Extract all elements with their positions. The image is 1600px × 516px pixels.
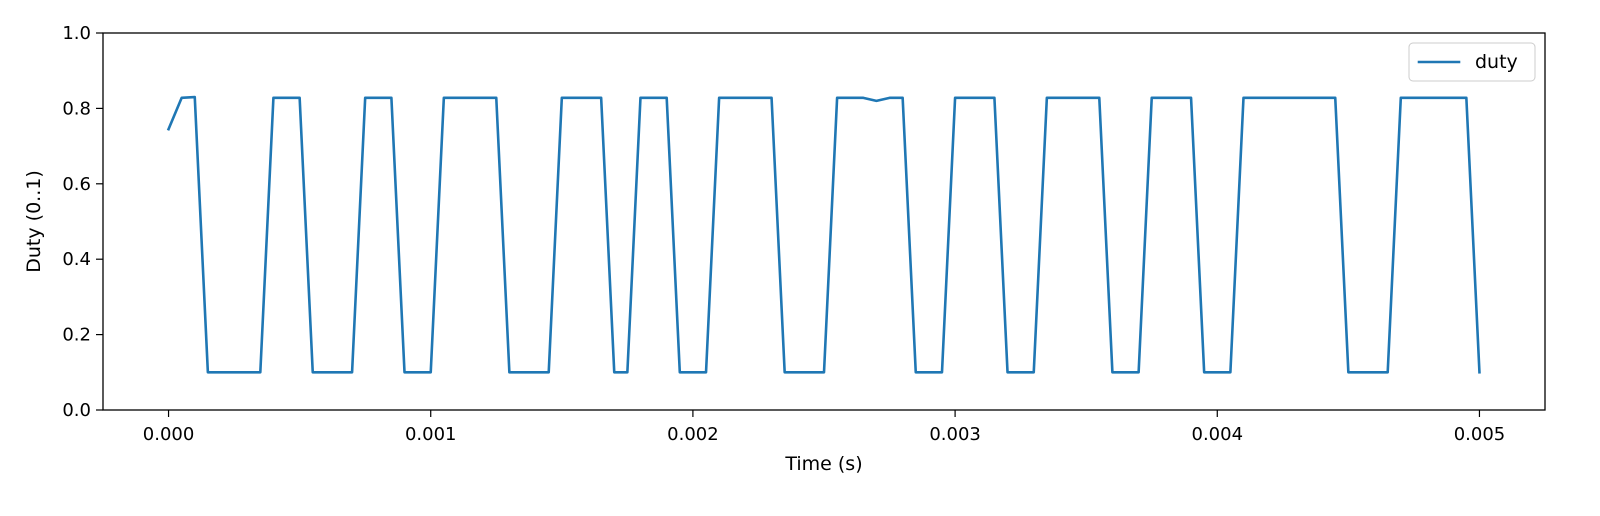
y-axis-label: Duty (0..1) bbox=[23, 170, 45, 273]
axes-frame bbox=[102, 32, 1546, 411]
y-tick-label: 0.2 bbox=[62, 325, 91, 346]
x-tick-label: 0.005 bbox=[1454, 424, 1506, 445]
legend-label-duty: duty bbox=[1475, 51, 1518, 73]
y-tick-label: 0.0 bbox=[62, 400, 91, 421]
y-tick-label: 1.0 bbox=[62, 23, 91, 44]
x-tick-label: 0.002 bbox=[667, 424, 719, 445]
y-tick-label: 0.6 bbox=[62, 174, 91, 195]
x-tick-label: 0.001 bbox=[405, 424, 457, 445]
series-line-duty bbox=[166, 95, 1481, 374]
x-tick-label: 0.003 bbox=[929, 424, 981, 445]
y-tick-label: 0.4 bbox=[62, 249, 91, 270]
y-tick-label: 0.8 bbox=[62, 98, 91, 119]
x-tick-label: 0.004 bbox=[1192, 424, 1244, 445]
x-axis-label: Time (s) bbox=[784, 453, 862, 475]
x-tick-label: 0.000 bbox=[143, 424, 195, 445]
legend: duty bbox=[1408, 42, 1536, 82]
y-axis-ticks: 0.0 0.2 0.4 0.6 0.8 1.0 bbox=[62, 23, 103, 421]
plot-layer bbox=[166, 95, 1481, 374]
legend-box bbox=[1408, 42, 1536, 82]
x-axis-ticks: 0.000 0.001 0.002 0.003 0.004 0.005 bbox=[143, 410, 1505, 445]
